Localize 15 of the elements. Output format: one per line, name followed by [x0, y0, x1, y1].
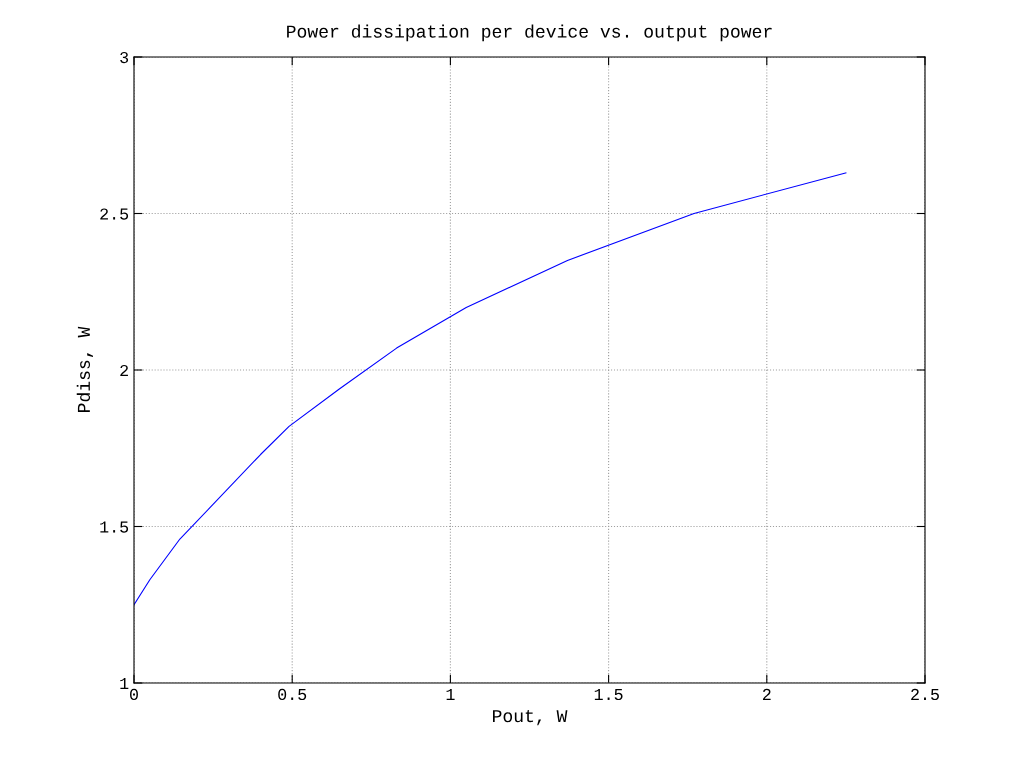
y-axis-title: Pdiss, W	[76, 326, 94, 412]
line-series	[134, 172, 847, 606]
x-tick-label: 1	[446, 688, 455, 700]
chart-title: Power dissipation per device vs. output power	[287, 24, 772, 42]
x-tick-label: 0.5	[278, 688, 307, 701]
y-tick-label: 3	[120, 51, 129, 64]
y-tick-label: 2	[120, 364, 128, 377]
x-tick-label: 2.5	[911, 688, 939, 701]
x-tick-label: 0	[130, 688, 138, 701]
x-axis-title: Pout, W	[493, 710, 568, 726]
y-tick-label: 2.5	[100, 208, 129, 220]
y-tick-label: 1.5	[100, 521, 129, 533]
x-tick-label: 2	[762, 688, 771, 700]
x-tick-label: 1.5	[594, 688, 623, 701]
y-tick-label: 1	[120, 678, 129, 690]
